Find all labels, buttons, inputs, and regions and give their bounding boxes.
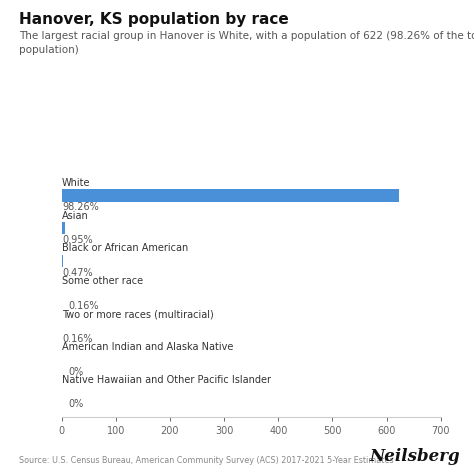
Text: 0%: 0% [68, 400, 83, 410]
Text: Native Hawaiian and Other Pacific Islander: Native Hawaiian and Other Pacific Island… [62, 375, 271, 385]
Text: Black or African American: Black or African American [62, 244, 188, 254]
Bar [62, 189, 399, 201]
Text: 98.26%: 98.26% [63, 202, 100, 212]
Text: 0%: 0% [68, 366, 83, 376]
Text: Source: U.S. Census Bureau, American Community Survey (ACS) 2017-2021 5-Year Est: Source: U.S. Census Bureau, American Com… [19, 456, 393, 465]
Text: Some other race: Some other race [62, 276, 143, 286]
Bar [62, 255, 63, 267]
Text: White: White [62, 178, 90, 188]
Text: American Indian and Alaska Native: American Indian and Alaska Native [62, 342, 233, 352]
Text: 0.47%: 0.47% [63, 268, 93, 278]
Text: Asian: Asian [62, 210, 88, 220]
Text: The largest racial group in Hanover is White, with a population of 622 (98.26% o: The largest racial group in Hanover is W… [19, 31, 474, 55]
Text: Neilsberg: Neilsberg [369, 447, 460, 465]
Bar [62, 222, 65, 235]
Text: 0.16%: 0.16% [63, 334, 93, 344]
Text: Hanover, KS population by race: Hanover, KS population by race [19, 12, 289, 27]
Text: 0.95%: 0.95% [63, 235, 93, 245]
Text: Two or more races (multiracial): Two or more races (multiracial) [62, 309, 213, 319]
Text: 0.16%: 0.16% [68, 301, 99, 311]
